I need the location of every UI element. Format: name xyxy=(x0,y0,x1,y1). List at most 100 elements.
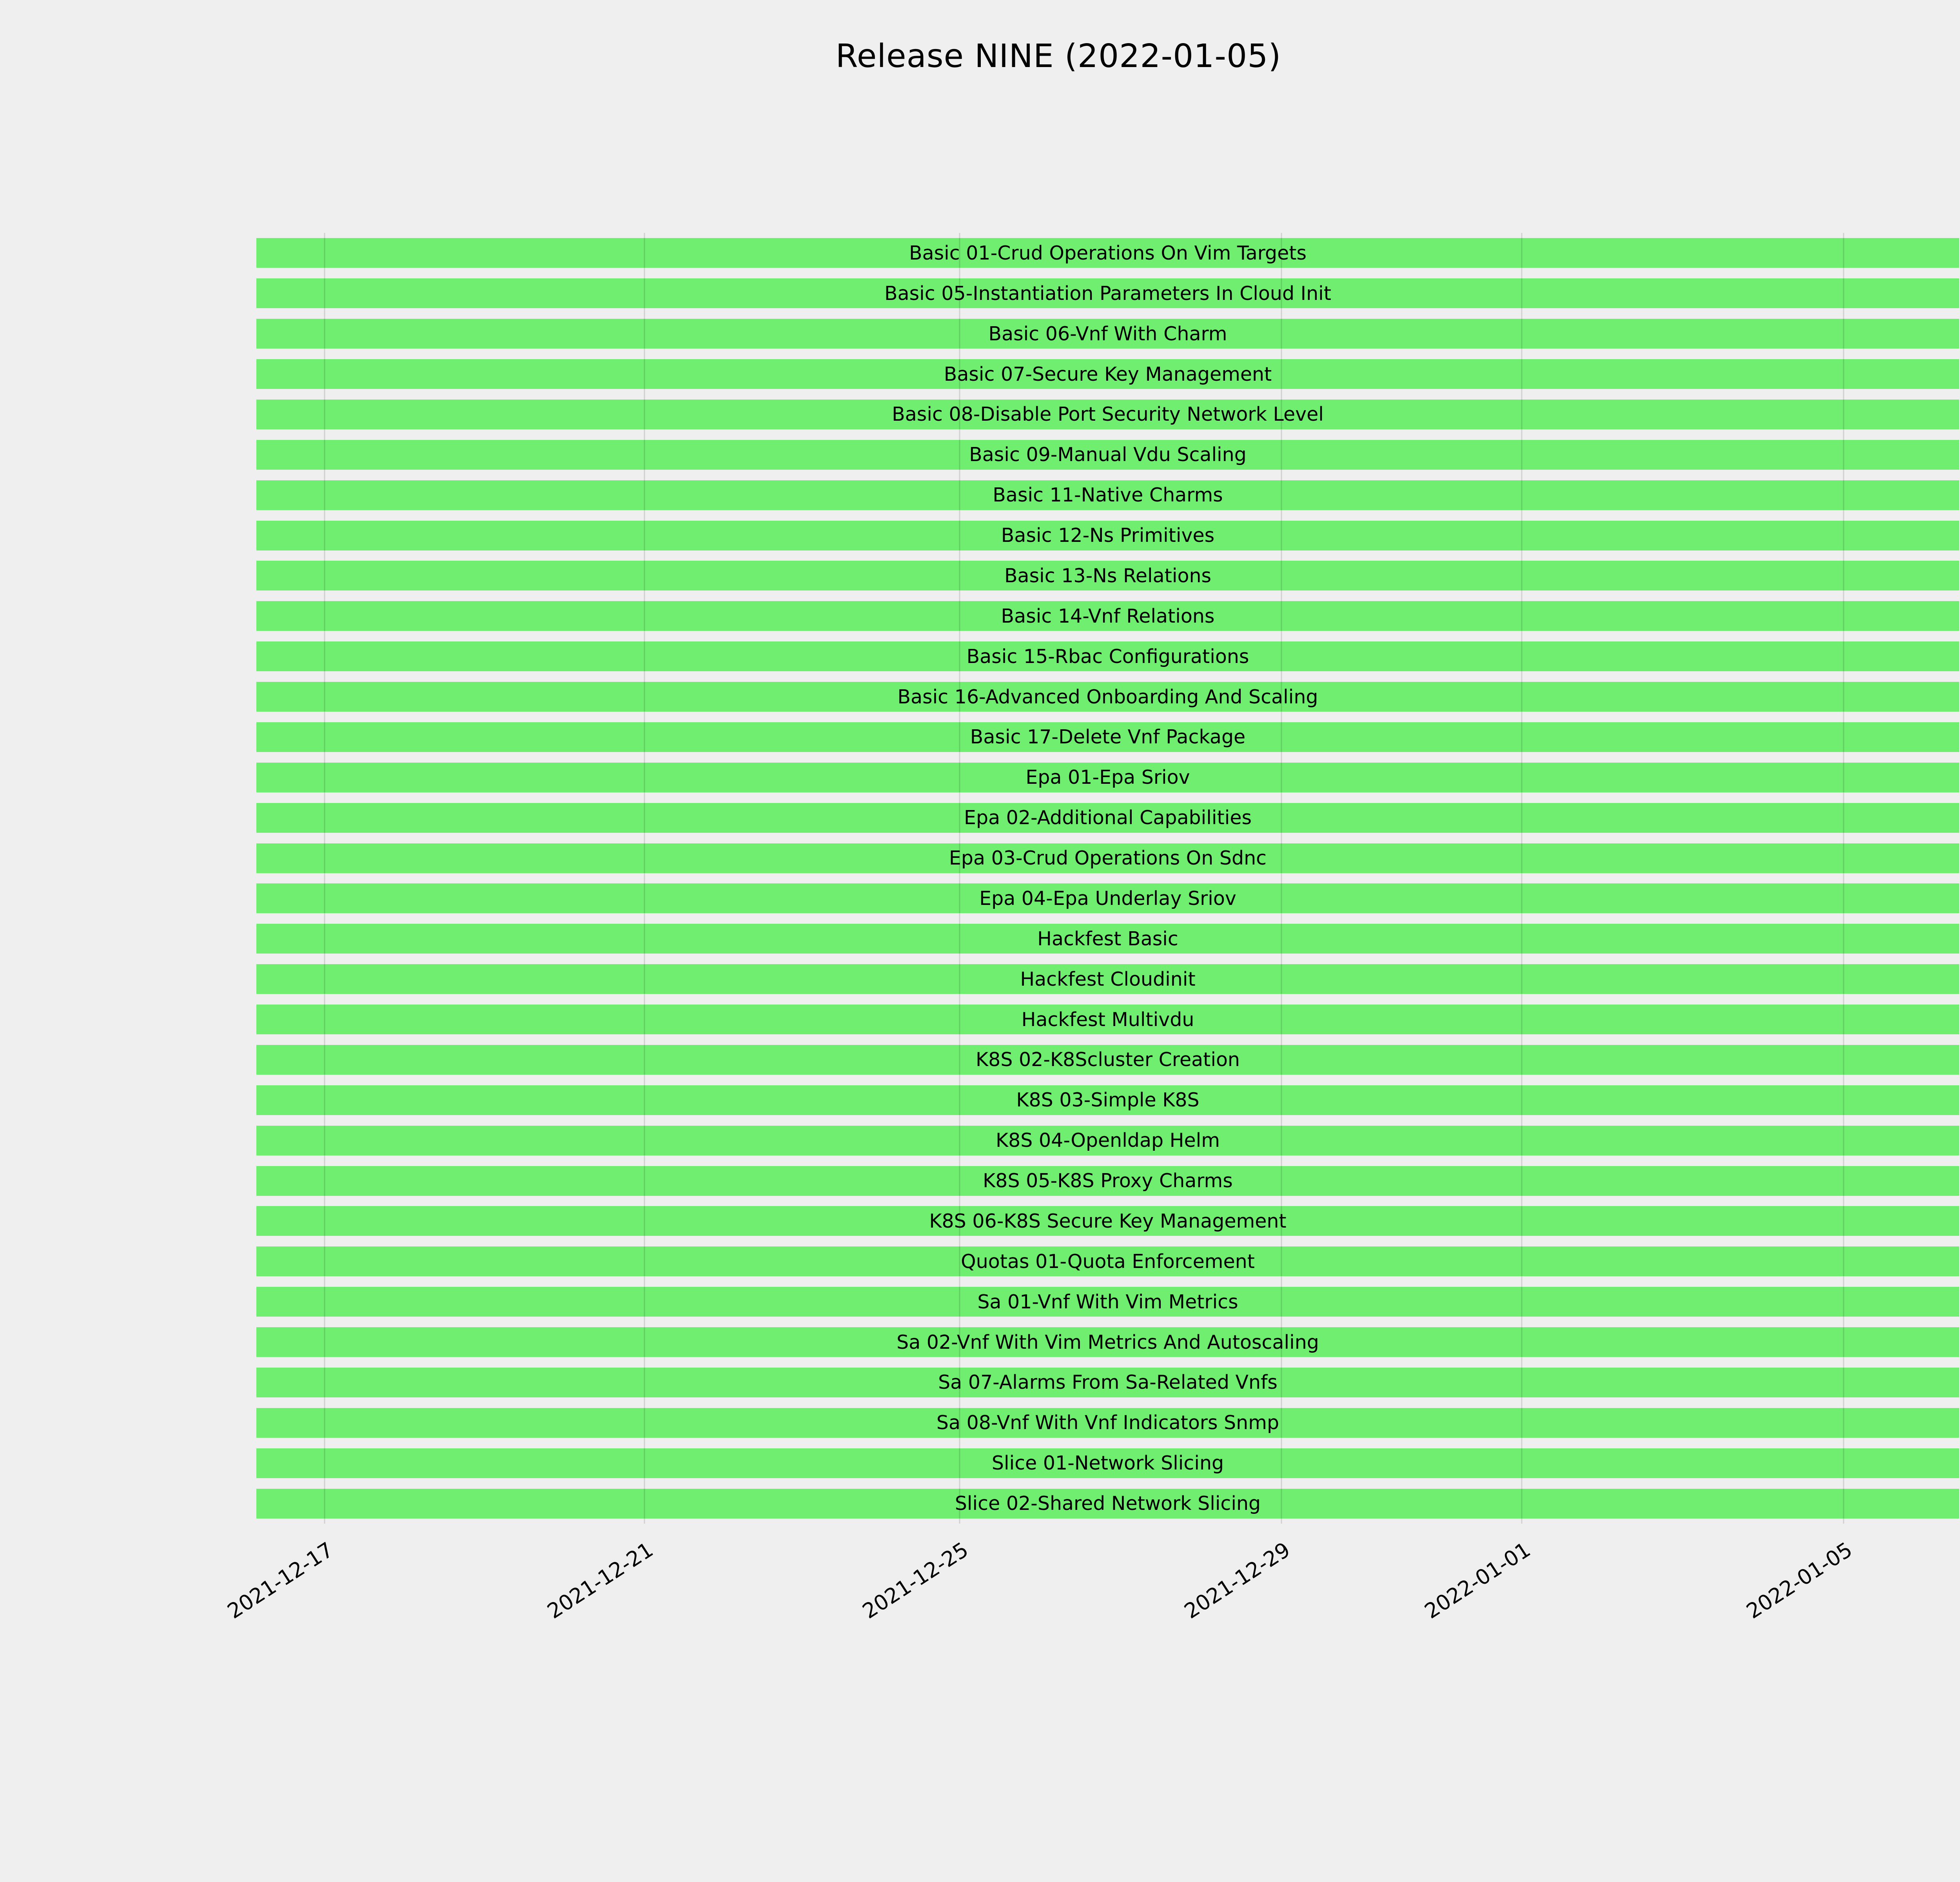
gantt-row: Basic 12-Ns Primitives xyxy=(256,515,1959,556)
bar-label: Epa 03-Crud Operations On Sdnc xyxy=(949,847,1267,870)
bar-label: Slice 02-Shared Network Slicing xyxy=(955,1492,1261,1515)
x-axis: 2021-12-17 2021-12-21 2021-12-25 2021-12-29… xyxy=(223,1528,1959,1692)
bar-label: Quotas 01-Quota Enforcement xyxy=(961,1250,1255,1273)
bar-label: Basic 17-Delete Vnf Package xyxy=(970,726,1246,748)
bar-label: Basic 05-Instantiation Parameters In Clo… xyxy=(884,282,1331,305)
gantt-bar: Basic 15-Rbac Configurations xyxy=(256,641,1959,672)
bar-label: Epa 02-Additional Capabilities xyxy=(964,807,1252,829)
gantt-row: Basic 07-Secure Key Management xyxy=(256,354,1959,394)
gantt-row: Basic 01-Crud Operations On Vim Targets xyxy=(256,233,1959,273)
gantt-row: Basic 08-Disable Port Security Network L… xyxy=(256,394,1959,435)
bar-label: Basic 14-Vnf Relations xyxy=(1001,605,1215,627)
gantt-bar: Sa 07-Alarms From Sa-Related Vnfs xyxy=(256,1367,1959,1397)
gridline xyxy=(644,233,645,1524)
bar-label: Sa 07-Alarms From Sa-Related Vnfs xyxy=(938,1371,1278,1394)
bar-label: Epa 04-Epa Underlay Sriov xyxy=(979,887,1236,910)
gantt-row: Basic 17-Delete Vnf Package xyxy=(256,717,1959,758)
bar-label: Hackfest Basic xyxy=(1037,927,1178,950)
gantt-row: Basic 05-Instantiation Parameters In Clo… xyxy=(256,273,1959,314)
gantt-row: Sa 02-Vnf With Vim Metrics And Autoscali… xyxy=(256,1322,1959,1362)
gantt-row: Epa 01-Epa Sriov xyxy=(256,757,1959,797)
gantt-bar: K8S 04-Openldap Helm xyxy=(256,1125,1959,1155)
gantt-bar: Basic 01-Crud Operations On Vim Targets xyxy=(256,238,1959,268)
gantt-row: Basic 15-Rbac Configurations xyxy=(256,636,1959,677)
x-tick-label: 2021-12-29 xyxy=(1180,1538,1295,1624)
bars-container: Basic 01-Crud Operations On Vim Targets B… xyxy=(256,233,1959,1524)
gantt-row: Hackfest Cloudinit xyxy=(256,959,1959,999)
gantt-bar: Quotas 01-Quota Enforcement xyxy=(256,1246,1959,1277)
x-tick-label: 2022-01-05 xyxy=(1742,1538,1857,1624)
gantt-row: Sa 08-Vnf With Vnf Indicators Snmp xyxy=(256,1402,1959,1443)
bar-label: Basic 06-Vnf With Charm xyxy=(988,322,1227,345)
gantt-row: Sa 01-Vnf With Vim Metrics xyxy=(256,1282,1959,1322)
gantt-row: K8S 05-K8S Proxy Charms xyxy=(256,1161,1959,1201)
gantt-bar: Hackfest Basic xyxy=(256,924,1959,954)
gantt-row: Hackfest Multivdu xyxy=(256,999,1959,1040)
x-tick-label: 2021-12-17 xyxy=(223,1538,338,1624)
gantt-bar: Basic 05-Instantiation Parameters In Clo… xyxy=(256,278,1959,309)
gantt-row: Basic 09-Manual Vdu Scaling xyxy=(256,434,1959,475)
bar-label: Basic 07-Secure Key Management xyxy=(944,363,1272,385)
gantt-bar: K8S 03-Simple K8S xyxy=(256,1085,1959,1115)
bar-label: Basic 15-Rbac Configurations xyxy=(966,645,1249,668)
gantt-bar: Epa 02-Additional Capabilities xyxy=(256,803,1959,833)
gantt-row: Basic 13-Ns Relations xyxy=(256,556,1959,596)
x-tick-label: 2021-12-25 xyxy=(858,1538,973,1624)
gantt-bar: Sa 08-Vnf With Vnf Indicators Snmp xyxy=(256,1408,1959,1438)
gantt-bar: Epa 03-Crud Operations On Sdnc xyxy=(256,843,1959,873)
gantt-bar: Basic 07-Secure Key Management xyxy=(256,359,1959,389)
gantt-bar: Slice 01-Network Slicing xyxy=(256,1448,1959,1478)
gantt-bar: Basic 13-Ns Relations xyxy=(256,561,1959,591)
bar-label: K8S 04-Openldap Helm xyxy=(995,1129,1220,1152)
gantt-bar: Sa 01-Vnf With Vim Metrics xyxy=(256,1287,1959,1317)
bar-label: Sa 08-Vnf With Vnf Indicators Snmp xyxy=(936,1412,1279,1434)
bar-label: Basic 12-Ns Primitives xyxy=(1001,524,1215,547)
gantt-bar: Basic 14-Vnf Relations xyxy=(256,601,1959,631)
gantt-bar: Epa 01-Epa Sriov xyxy=(256,762,1959,792)
gantt-row: K8S 03-Simple K8S xyxy=(256,1080,1959,1120)
bar-label: Hackfest Multivdu xyxy=(1021,1008,1194,1031)
bar-label: Hackfest Cloudinit xyxy=(1020,968,1196,990)
gantt-bar: Basic 16-Advanced Onboarding And Scaling xyxy=(256,682,1959,712)
gantt-bar: Slice 02-Shared Network Slicing xyxy=(256,1488,1959,1519)
gantt-row: Basic 16-Advanced Onboarding And Scaling xyxy=(256,677,1959,717)
gantt-bar: Basic 12-Ns Primitives xyxy=(256,520,1959,550)
gantt-row: Sa 07-Alarms From Sa-Related Vnfs xyxy=(256,1362,1959,1403)
gantt-bar: Basic 08-Disable Port Security Network L… xyxy=(256,399,1959,429)
gantt-bar: Sa 02-Vnf With Vim Metrics And Autoscali… xyxy=(256,1327,1959,1357)
bar-label: Sa 02-Vnf With Vim Metrics And Autoscali… xyxy=(897,1331,1319,1353)
gantt-row: Slice 01-Network Slicing xyxy=(256,1443,1959,1483)
gantt-row: Hackfest Basic xyxy=(256,919,1959,959)
bar-label: K8S 02-K8Scluster Creation xyxy=(976,1048,1240,1071)
gantt-row: K8S 02-K8Scluster Creation xyxy=(256,1040,1959,1080)
gridline xyxy=(1843,233,1844,1524)
x-tick-label: 2022-01-01 xyxy=(1420,1538,1535,1624)
chart-title: Release NINE (2022-01-05) xyxy=(835,38,1281,75)
bar-label: Basic 16-Advanced Onboarding And Scaling xyxy=(897,685,1318,708)
gridline xyxy=(959,233,960,1524)
bar-label: K8S 03-Simple K8S xyxy=(1016,1089,1200,1112)
bar-label: Sa 01-Vnf With Vim Metrics xyxy=(977,1290,1238,1313)
gantt-bar: K8S 05-K8S Proxy Charms xyxy=(256,1166,1959,1196)
gridline xyxy=(324,233,325,1524)
gantt-row: Basic 14-Vnf Relations xyxy=(256,596,1959,636)
gridline xyxy=(1281,233,1282,1524)
gantt-row: Epa 03-Crud Operations On Sdnc xyxy=(256,838,1959,878)
gantt-row: Quotas 01-Quota Enforcement xyxy=(256,1241,1959,1282)
gantt-bar: K8S 06-K8S Secure Key Management xyxy=(256,1206,1959,1236)
gantt-bar: Hackfest Cloudinit xyxy=(256,964,1959,994)
gantt-bar: Basic 11-Native Charms xyxy=(256,480,1959,510)
gantt-row: K8S 06-K8S Secure Key Management xyxy=(256,1201,1959,1241)
gantt-row: Epa 04-Epa Underlay Sriov xyxy=(256,878,1959,919)
bar-label: K8S 05-K8S Proxy Charms xyxy=(983,1170,1233,1192)
gantt-row: Epa 02-Additional Capabilities xyxy=(256,797,1959,838)
gridline xyxy=(1521,233,1523,1524)
bar-label: Basic 08-Disable Port Security Network L… xyxy=(892,403,1324,426)
gantt-bar: Basic 17-Delete Vnf Package xyxy=(256,722,1959,752)
gantt-row: Slice 02-Shared Network Slicing xyxy=(256,1483,1959,1524)
bar-label: Epa 01-Epa Sriov xyxy=(1025,766,1190,789)
gantt-bar: Hackfest Multivdu xyxy=(256,1005,1959,1035)
gantt-row: Basic 11-Native Charms xyxy=(256,475,1959,515)
bar-label: Basic 13-Ns Relations xyxy=(1004,564,1212,587)
